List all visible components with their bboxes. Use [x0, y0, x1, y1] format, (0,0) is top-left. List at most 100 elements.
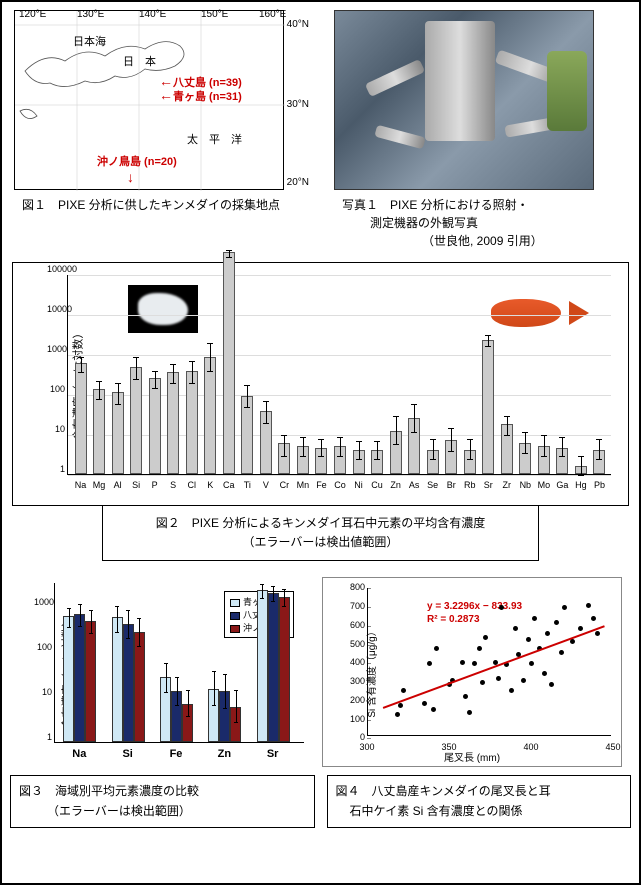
fig2-bar-K	[204, 357, 216, 474]
fish-inset-icon	[481, 287, 591, 335]
fig4-point	[472, 661, 477, 666]
fig3-xtick: Zn	[204, 748, 244, 760]
sea-label: 日本海	[73, 33, 106, 49]
fig4-point	[545, 631, 550, 636]
fig4-point	[578, 626, 583, 631]
fig2-xtick: V	[256, 480, 276, 490]
fig2-ytick: 10	[47, 424, 65, 434]
fig3-xtick: Fe	[156, 748, 196, 760]
fig4-point	[562, 605, 567, 610]
fig2-xtick: Ni	[349, 480, 369, 490]
fig2-xtick: Br	[441, 480, 461, 490]
fig4-point	[526, 637, 531, 642]
fig4-point	[427, 661, 432, 666]
fig2-ytick: 100000	[47, 264, 65, 274]
fig2-xtick: Zn	[386, 480, 406, 490]
fig4-xtick: 300	[352, 742, 382, 752]
fig2-chart: 含有濃度（μg/g:対数） NaMgAlSiPSClKCaTiVCrMnFeCo…	[19, 269, 619, 499]
fig2-xtick: Mn	[293, 480, 313, 490]
fig4-plot: y = 3.2296x − 833.93 R² = 0.2873	[367, 588, 611, 736]
lat-20: 20°N	[287, 177, 309, 188]
fig4-point	[431, 707, 436, 712]
fig2-xtick: Cu	[367, 480, 387, 490]
fig2-xtick: Mg	[89, 480, 109, 490]
fig4-ytick: 100	[347, 714, 365, 724]
fig3-bar	[112, 617, 123, 742]
fig4-point	[559, 650, 564, 655]
fig3-bar	[123, 624, 134, 742]
fig2-ytick: 10000	[47, 304, 65, 314]
fig2-xtick: Fe	[311, 480, 331, 490]
fig3-bar	[85, 621, 96, 742]
fig2-xtick: Zr	[497, 480, 517, 490]
fig4-point	[467, 710, 472, 715]
fig4-point	[595, 631, 600, 636]
fig4-point	[496, 676, 501, 681]
fig4-point	[570, 639, 575, 644]
fig2-xtick: Hg	[571, 480, 591, 490]
fig2-bar-S	[167, 372, 179, 474]
fig4-xtick: 450	[598, 742, 628, 752]
fig4-ytick: 300	[347, 676, 365, 686]
fig4-xtick: 350	[434, 742, 464, 752]
fig4-point	[434, 646, 439, 651]
fig4-point	[532, 616, 537, 621]
fig2-xtick: Nb	[515, 480, 535, 490]
fig2-xtick: Si	[126, 480, 146, 490]
fig2-xtick: Ga	[552, 480, 572, 490]
fig2-bar-Na	[75, 363, 87, 474]
fig4-point	[395, 712, 400, 717]
site3-okinotori: 沖ノ鳥島 (n=20)↓	[97, 153, 177, 185]
fig2-xtick: Sr	[478, 480, 498, 490]
fig2-bar-Ca	[223, 252, 235, 474]
fig4-point	[521, 678, 526, 683]
fig2-xtick: Cl	[182, 480, 202, 490]
fig2-bar-Sr	[482, 340, 494, 474]
fig4-panel: Si 含有濃度（μg/g） 尾叉長 (mm) y = 3.2296x − 833…	[322, 577, 622, 767]
fig4-ytick: 0	[347, 732, 365, 742]
fig4-point	[554, 620, 559, 625]
fig3-plot: 青ヶ島産 八丈島産 沖ノ鳥島産 NaSiFeZnSr	[54, 583, 304, 743]
fig3-ytick: 10	[34, 687, 52, 697]
fig2-caption: 図２ PIXE 分析によるキンメダイ耳石中元素の平均含有濃度 （エラーバーは検出…	[102, 506, 539, 561]
fig2-xtick: Rb	[460, 480, 480, 490]
fig4-chart: Si 含有濃度（μg/g） 尾叉長 (mm) y = 3.2296x − 833…	[322, 577, 622, 767]
fig4-ytick: 800	[347, 582, 365, 592]
fig3-bar	[134, 632, 145, 742]
fig4-point	[463, 694, 468, 699]
photo1-panel: 写真１ PIXE 分析における照射・ 測定機器の外観写真 （世良他, 2009 …	[334, 10, 614, 250]
fig2-ytick: 1000	[47, 344, 65, 354]
fig2-bar-P	[149, 378, 161, 474]
fig4-ytick: 400	[347, 657, 365, 667]
fig4-point	[422, 701, 427, 706]
fig3-bar	[74, 614, 85, 742]
site2-aogashima: ←青ヶ島 (n=31)	[159, 87, 242, 104]
fig4-ytick: 700	[347, 601, 365, 611]
japan-label: 日 本	[123, 53, 156, 69]
lat-30: 30°N	[287, 99, 309, 110]
fig2-xtick: Al	[108, 480, 128, 490]
fig4-regression-line	[383, 625, 605, 708]
fig2-xtick: Cr	[274, 480, 294, 490]
otolith-inset-icon	[128, 285, 198, 333]
fig3-ytick: 1000	[34, 597, 52, 607]
fig3-xtick: Na	[59, 748, 99, 760]
fig4-point	[480, 680, 485, 685]
fig4-point	[398, 703, 403, 708]
fig4-point	[401, 688, 406, 693]
fig2-xtick: Mo	[534, 480, 554, 490]
fig4-point	[460, 660, 465, 665]
fig2-xtick: Na	[71, 480, 91, 490]
fig4-point	[477, 646, 482, 651]
fig3-xtick: Sr	[253, 748, 293, 760]
fig4-ytick: 500	[347, 639, 365, 649]
fig2-plot: NaMgAlSiPSClKCaTiVCrMnFeCoNiCuZnAsSeBrRb…	[67, 275, 611, 475]
fig2-xtick: S	[163, 480, 183, 490]
fig4-point	[513, 626, 518, 631]
fig2-xtick: As	[404, 480, 424, 490]
pacific-label: 太 平 洋	[187, 131, 242, 147]
fig4-point	[591, 616, 596, 621]
fig4-point	[549, 682, 554, 687]
fig3-caption: 図３ 海域別平均元素濃度の比較 （エラーバーは検出範囲）	[10, 775, 315, 827]
fig3-bar	[279, 597, 290, 743]
